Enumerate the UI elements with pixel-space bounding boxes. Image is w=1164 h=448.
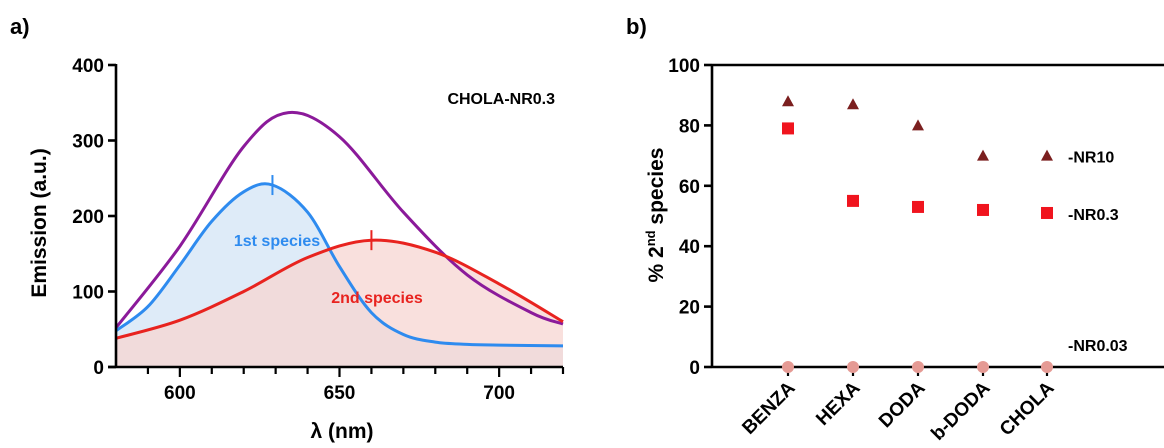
series-line-second-species [115,238,564,340]
data-point-nr10 [847,98,859,110]
series-label-second-species: 2nd species [331,290,423,307]
y-tick-label: 0 [93,358,104,379]
data-point-nr0-3 [912,200,924,213]
x-tick-label: 600 [164,383,196,404]
data-point-nr0-3 [847,194,859,207]
data-point-nr0-03 [847,361,859,373]
panel-a-series-lines: 1st species 2nd species [114,110,564,348]
x-tick-label: b-DODA [927,377,994,444]
data-point-nr10 [977,149,989,161]
y-tick-label: 20 [679,298,700,319]
panel-b-points [782,95,1053,373]
y-tick-label: 400 [72,56,104,77]
series-area-second-species [116,240,563,367]
series-line-first-species [115,182,564,348]
x-tick-label: BENZA [738,377,799,438]
x-tick-label: HEXA [812,377,864,429]
y-tick-label: 80 [679,116,700,137]
data-point-nr0-03 [912,361,924,373]
data-point-nr10 [782,95,794,107]
panel-a: a) 1st species 2nd species 0 100 200 300 400 6… [10,14,565,443]
data-point-nr0-03 [1041,361,1053,373]
panel-a-ylabel: Emission (a.u.) [28,148,51,297]
x-tick-label: 650 [324,383,356,404]
series-line-total [114,110,564,329]
y-tick-label: 300 [72,132,104,153]
panel-a-xlabel: λ (nm) [311,420,374,443]
panel-b-series-labels: -NR10 -NR0.3 -NR0.03 [1068,150,1128,355]
panel-a-label: a) [10,14,30,39]
x-tick-label: 700 [483,383,515,404]
data-point-nr0-03 [977,361,989,373]
series-label-first-species: 1st species [234,233,320,250]
x-tick-label: DODA [875,377,930,432]
series-label: -NR0.3 [1068,207,1119,224]
y-tick-label: 200 [72,207,104,228]
data-point-nr10 [912,119,924,131]
series-label: -NR10 [1068,150,1114,167]
y-tick-label: 100 [668,56,700,77]
y-tick-label: 60 [679,177,700,198]
series-label: -NR0.03 [1068,338,1128,355]
panel-b-ylabel: % 2nd species [643,148,668,283]
x-tick-label: CHOLA [996,377,1059,440]
panel-a-annotation: CHOLA-NR0.3 [447,91,555,108]
y-tick-label: 40 [679,237,700,258]
panel-a-axes: 0 100 200 300 400 600 650 700 [72,56,565,404]
data-point-nr0-3 [782,122,794,135]
data-point-nr10 [1041,149,1053,161]
data-point-nr0-3 [1041,206,1053,219]
panel-b-label: b) [626,14,647,39]
data-point-nr0-03 [782,361,794,373]
panel-a-area-fills [116,183,563,367]
data-point-nr0-3 [977,203,989,216]
y-tick-label: 0 [689,358,700,379]
y-tick-label: 100 [72,283,104,304]
